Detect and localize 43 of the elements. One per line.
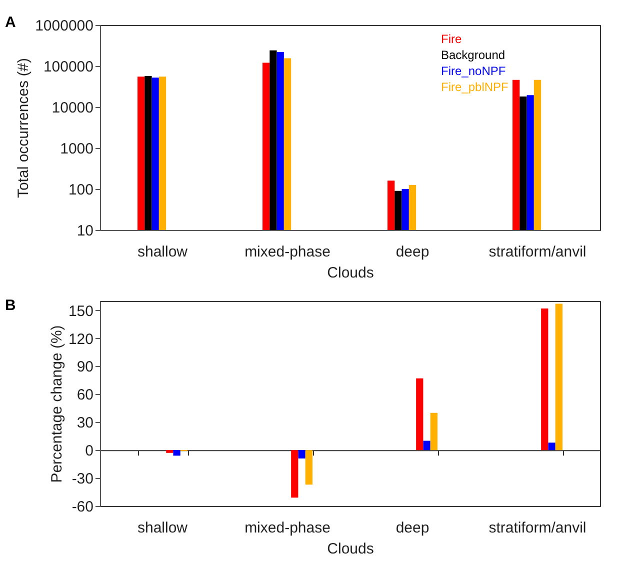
y-axis-title: Total occurrences (#) xyxy=(15,58,32,198)
chart-title: B xyxy=(5,297,16,314)
x-tick-label: mixed-phase xyxy=(244,244,330,260)
y-tick-label: 90 xyxy=(76,358,94,376)
y-tick-label: 60 xyxy=(76,386,94,404)
bar xyxy=(291,450,298,498)
bar xyxy=(430,412,438,450)
x-axis-title: Clouds xyxy=(327,264,374,282)
bar xyxy=(416,378,424,450)
bar xyxy=(298,450,306,458)
text: Fire_noNPF xyxy=(441,64,506,78)
bar xyxy=(555,304,562,450)
y-tick-label: 10 xyxy=(76,222,94,240)
y-tick-label: 1000000 xyxy=(35,18,94,34)
y-tick-label: 100 xyxy=(68,182,94,198)
x-tick-label: mixed-phase xyxy=(244,520,330,536)
text: Background xyxy=(441,48,506,62)
bar xyxy=(173,450,180,456)
bar xyxy=(166,450,174,453)
x-tick-label: shallow xyxy=(137,244,188,260)
x-tick-label: deep xyxy=(396,244,430,260)
y-tick-label: 120 xyxy=(68,330,94,348)
x-tick-label: stratiform/anvil xyxy=(488,244,586,260)
x-tick-label: deep xyxy=(396,520,430,536)
y-tick-label: 10000 xyxy=(52,100,94,116)
text: Fire xyxy=(441,32,462,46)
y-tick-label: -60 xyxy=(72,498,94,516)
x-tick-label: shallow xyxy=(137,520,188,536)
bar xyxy=(305,450,312,485)
bar xyxy=(548,442,556,450)
y-tick-label: 100000 xyxy=(43,58,94,76)
chart-title: A xyxy=(5,14,16,31)
y-tick-label: 150 xyxy=(68,302,94,320)
y-tick-label: 30 xyxy=(76,414,94,432)
x-axis-title: Clouds xyxy=(327,540,374,558)
x-tick-label: stratiform/anvil xyxy=(488,520,586,536)
bar xyxy=(541,308,548,450)
y-tick-label: 0 xyxy=(85,442,94,460)
y-tick-label: 1000 xyxy=(60,140,94,158)
y-tick-label: -30 xyxy=(72,470,94,488)
text: Fire_pblNPF xyxy=(441,80,508,94)
bar xyxy=(423,440,430,450)
y-axis-title: Percentage change (%) xyxy=(48,325,66,483)
